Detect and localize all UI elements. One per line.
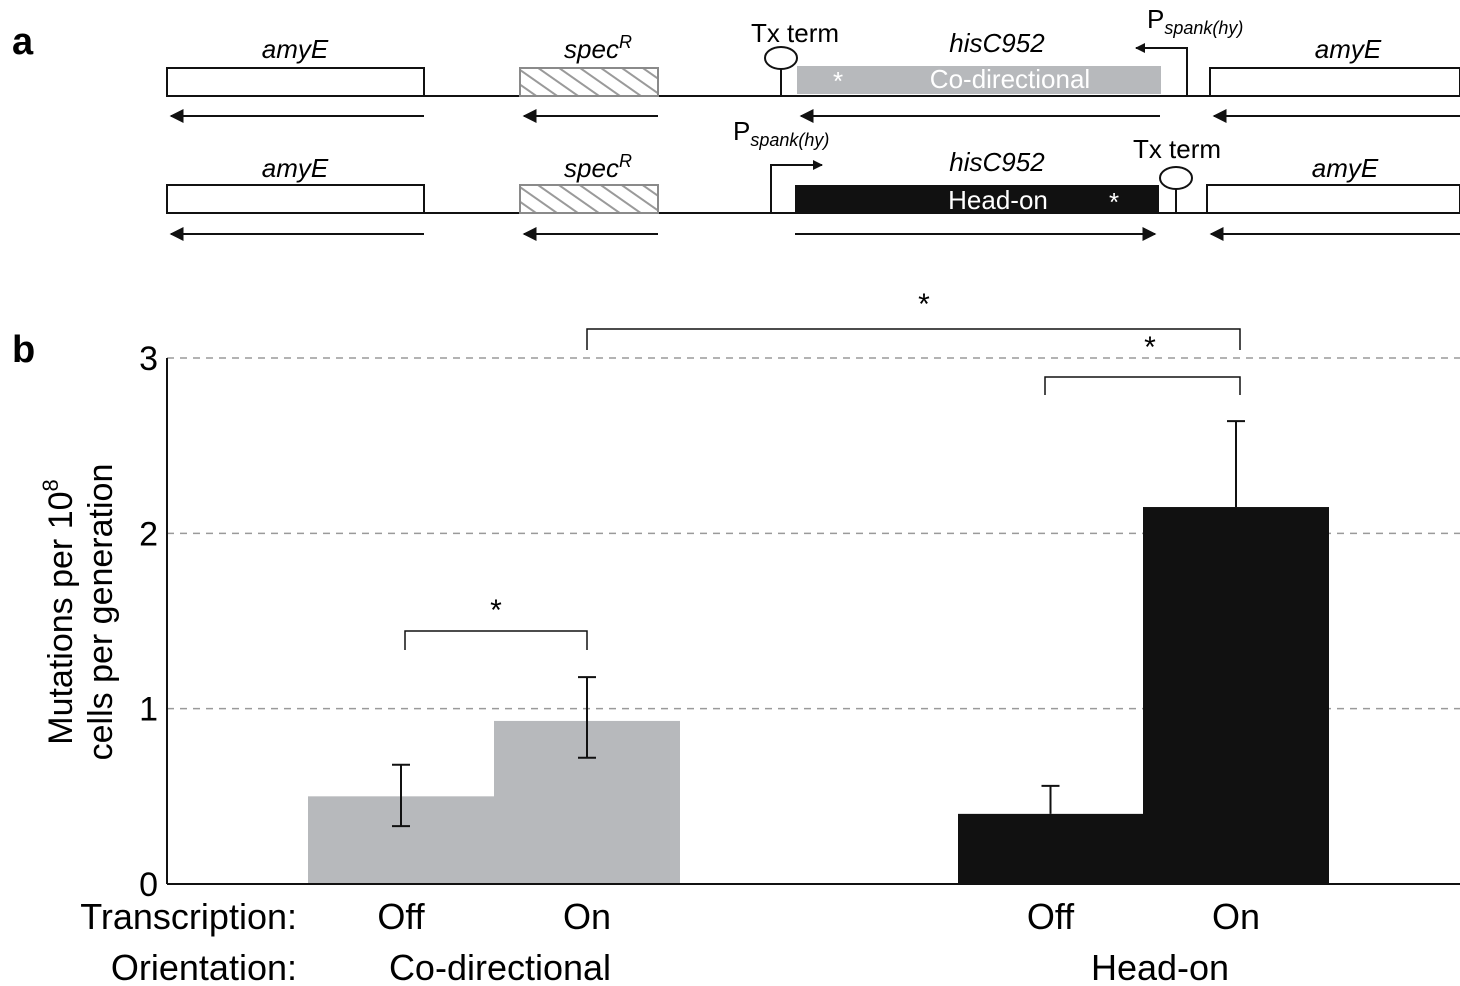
significance-star: * bbox=[918, 288, 930, 321]
significance-bracket bbox=[404, 630, 588, 650]
x-tick-label-transcription: Off bbox=[377, 896, 425, 937]
chart-significance: * * * bbox=[404, 288, 1241, 650]
specR-label: specR bbox=[564, 32, 632, 64]
amyE-right-label: amyE bbox=[1315, 34, 1382, 64]
amyE-right-box bbox=[1209, 67, 1460, 97]
chart-axes: 0 1 2 3 bbox=[139, 340, 1460, 904]
x-tick-label-transcription: On bbox=[563, 896, 611, 937]
amyE-left-label: amyE bbox=[262, 153, 329, 183]
y-axis-title-line1: Mutations per 108 bbox=[38, 479, 80, 745]
amyE-right-label: amyE bbox=[1312, 153, 1379, 183]
insert-head-on-label: Head-on bbox=[948, 185, 1048, 215]
terminator-label: Tx term bbox=[1133, 134, 1221, 164]
significance-bracket bbox=[586, 328, 1241, 350]
amyE-left-box bbox=[166, 184, 425, 214]
bar bbox=[1143, 507, 1329, 884]
promoter-label: Pspank(hy) bbox=[1147, 4, 1243, 38]
construct-head-on: amyE specR Pspank(hy) hisC952 Head-on * … bbox=[166, 116, 1460, 241]
orientation-row-label: Orientation: bbox=[111, 947, 297, 986]
significance-bracket bbox=[1044, 376, 1241, 395]
panel-a-letter: a bbox=[12, 21, 34, 63]
amyE-right-box bbox=[1206, 184, 1460, 214]
panel-a: a amyE specR Tx term hisC952 * Co-direct… bbox=[12, 4, 1460, 241]
specR-label: specR bbox=[564, 151, 632, 183]
y-tick-label: 1 bbox=[139, 691, 158, 729]
chart-error-bars bbox=[392, 420, 1245, 828]
construct-co-directional: amyE specR Tx term hisC952 * Co-directio… bbox=[166, 4, 1460, 123]
transcription-row-label: Transcription: bbox=[80, 896, 297, 937]
x-tick-label-transcription: On bbox=[1212, 896, 1260, 937]
terminator-label: Tx term bbox=[751, 18, 839, 48]
amyE-left-box bbox=[166, 67, 425, 97]
bar bbox=[958, 813, 1143, 884]
chart-bars bbox=[308, 507, 1329, 884]
significance-star: * bbox=[1144, 331, 1156, 364]
y-axis-title: Mutations per 108 cells per generation bbox=[38, 464, 120, 761]
hisC952-label: hisC952 bbox=[949, 147, 1045, 177]
promoter-arrow-icon bbox=[1135, 43, 1188, 96]
insert-co-directional-box bbox=[797, 66, 1161, 94]
y-tick-label: 2 bbox=[139, 515, 158, 553]
promoter-arrow-icon bbox=[770, 160, 823, 213]
x-group-label: Head-on bbox=[1091, 947, 1229, 986]
y-axis-title-line2: cells per generation bbox=[82, 464, 120, 761]
y-tick-label: 0 bbox=[139, 866, 158, 904]
x-tick-label-transcription: Off bbox=[1027, 896, 1075, 937]
significance-star: * bbox=[490, 594, 502, 627]
insert-mutation-star: * bbox=[833, 66, 843, 96]
panel-b-letter: b bbox=[12, 329, 35, 371]
specR-box bbox=[519, 67, 659, 97]
promoter-label: Pspank(hy) bbox=[733, 116, 829, 150]
insert-co-directional-label: Co-directional bbox=[930, 64, 1090, 94]
amyE-left-label: amyE bbox=[262, 34, 329, 64]
specR-box bbox=[519, 184, 659, 214]
x-group-label: Co-directional bbox=[389, 947, 611, 986]
hisC952-label: hisC952 bbox=[949, 28, 1045, 58]
insert-mutation-star: * bbox=[1109, 187, 1119, 217]
y-tick-label: 3 bbox=[139, 340, 158, 378]
terminator-icon bbox=[764, 46, 798, 70]
chart-x-labels: Off On Off On Co-directional Head-on bbox=[377, 896, 1260, 986]
panel-b: b Mutations per 108 cells per generation… bbox=[12, 288, 1460, 986]
insert-head-on-box bbox=[795, 185, 1159, 213]
terminator-icon bbox=[1159, 166, 1193, 190]
